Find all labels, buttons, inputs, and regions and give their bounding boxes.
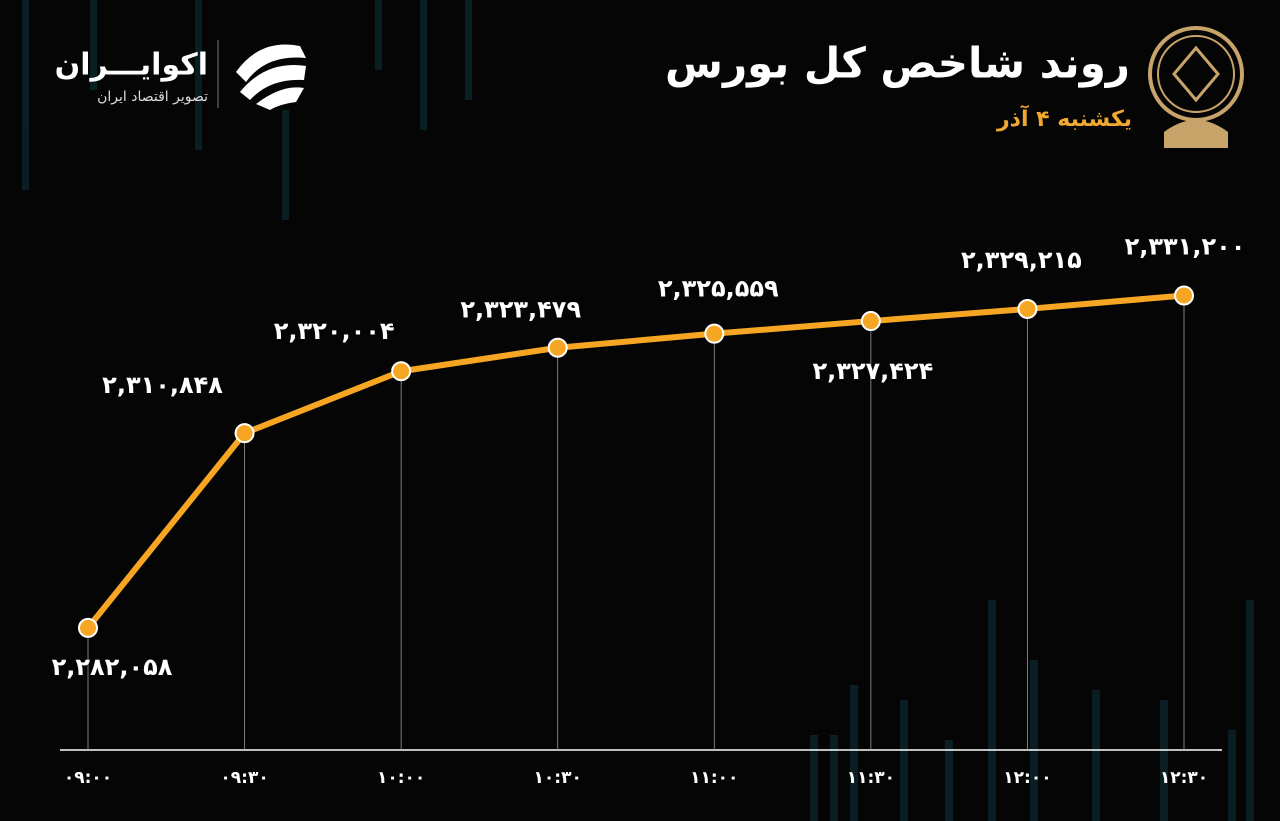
x-tick-label: ۱۰:۰۰ [377, 768, 425, 788]
x-tick-label: ۱۱:۳۰ [847, 768, 895, 788]
data-point [78, 617, 98, 638]
series-line [85, 292, 1187, 631]
value-label: ۲,۳۲۵,۵۵۹ [658, 275, 779, 303]
value-label: ۲,۳۱۰,۸۴۸ [102, 371, 223, 399]
data-point [1017, 298, 1038, 319]
data-point [860, 311, 881, 332]
x-tick-label: ۰۹:۰۰ [64, 768, 112, 788]
data-point [1174, 285, 1194, 306]
value-label: ۲,۳۲۳,۴۷۹ [460, 296, 581, 324]
chart-title: روند شاخص کل بورس [665, 39, 1130, 89]
value-label: ۲,۳۳۱,۲۰۰ [1125, 233, 1246, 261]
emblem [1148, 26, 1244, 148]
brand-tagline: تصویر اقتصاد ایران [97, 89, 208, 105]
data-point [234, 423, 255, 444]
decor-candles [22, 0, 1254, 821]
brand-logo [236, 44, 306, 110]
data-point [391, 361, 412, 382]
chart-subtitle: یکشنبه ۴ آذر [996, 104, 1132, 132]
x-tick-label: ۰۹:۳۰ [220, 768, 268, 788]
x-tick-label: ۱۲:۳۰ [1160, 768, 1208, 788]
x-tick-label: ۱۱:۰۰ [690, 768, 738, 788]
brand-name: اکوایـــران [55, 48, 208, 83]
value-label: ۲,۳۲۰,۰۰۴ [274, 317, 395, 345]
value-label: ۲,۲۸۲,۰۵۸ [52, 653, 173, 681]
x-tick-label: ۱۰:۳۰ [534, 768, 582, 788]
data-point [547, 337, 568, 358]
x-tick-label: ۱۲:۰۰ [1003, 768, 1051, 788]
value-label: ۲,۳۲۷,۴۲۴ [812, 357, 933, 385]
data-point [704, 323, 725, 344]
value-label: ۲,۳۲۹,۲۱۵ [961, 246, 1082, 274]
